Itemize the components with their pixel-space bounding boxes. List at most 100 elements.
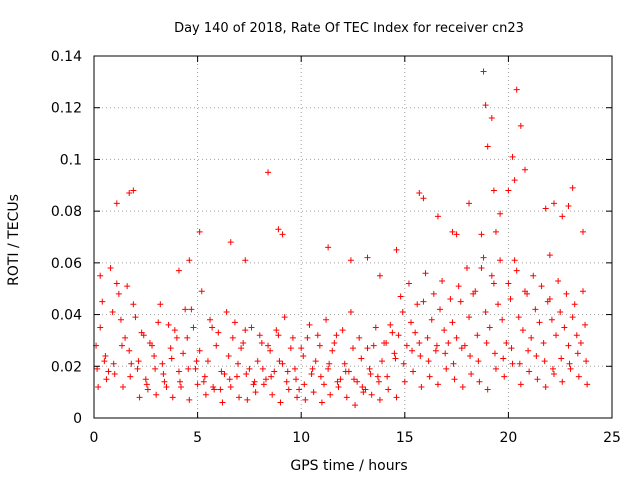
data-point bbox=[165, 321, 172, 328]
data-point bbox=[240, 340, 247, 347]
data-point bbox=[312, 358, 319, 365]
data-point bbox=[374, 373, 381, 380]
data-point bbox=[118, 342, 125, 349]
data-point bbox=[110, 360, 117, 367]
data-point bbox=[331, 340, 338, 347]
data-point bbox=[541, 358, 548, 365]
data-point bbox=[217, 386, 224, 393]
data-point bbox=[432, 347, 439, 354]
data-point bbox=[536, 319, 543, 326]
data-point bbox=[534, 376, 541, 383]
data-point bbox=[309, 365, 316, 372]
data-point bbox=[285, 386, 292, 393]
data-point bbox=[500, 355, 507, 362]
data-point bbox=[265, 342, 272, 349]
data-point bbox=[317, 373, 324, 380]
data-point bbox=[517, 381, 524, 388]
data-point bbox=[231, 319, 238, 326]
data-point bbox=[281, 314, 288, 321]
data-point bbox=[553, 332, 560, 339]
data-point bbox=[157, 301, 164, 308]
data-point bbox=[107, 265, 114, 272]
data-point bbox=[422, 270, 429, 277]
data-point bbox=[511, 257, 518, 264]
data-point bbox=[242, 257, 249, 264]
data-point bbox=[227, 383, 234, 390]
data-point bbox=[276, 358, 283, 365]
data-point bbox=[565, 342, 572, 349]
data-point bbox=[115, 290, 122, 297]
data-point bbox=[584, 381, 591, 388]
data-point bbox=[113, 280, 120, 287]
data-point bbox=[260, 381, 267, 388]
data-point bbox=[488, 272, 495, 279]
data-point bbox=[434, 381, 441, 388]
data-point bbox=[153, 391, 160, 398]
data-point bbox=[517, 122, 524, 129]
data-point bbox=[417, 352, 424, 359]
data-point bbox=[111, 371, 118, 378]
data-point bbox=[117, 316, 124, 323]
data-point bbox=[488, 115, 495, 122]
data-point bbox=[395, 332, 402, 339]
data-point bbox=[437, 306, 444, 313]
y-tick-label: 0.14 bbox=[51, 49, 82, 65]
data-point bbox=[505, 187, 512, 194]
data-point bbox=[356, 334, 363, 341]
data-point bbox=[192, 365, 199, 372]
data-point bbox=[279, 360, 286, 367]
data-point bbox=[575, 373, 582, 380]
data-point bbox=[416, 340, 423, 347]
data-point bbox=[449, 319, 456, 326]
data-point bbox=[443, 365, 450, 372]
data-point bbox=[516, 360, 523, 367]
data-point bbox=[318, 399, 325, 406]
data-point bbox=[275, 332, 282, 339]
data-point bbox=[577, 340, 584, 347]
data-point bbox=[463, 265, 470, 272]
data-point bbox=[167, 345, 174, 352]
data-point bbox=[267, 347, 274, 354]
data-point bbox=[350, 345, 356, 352]
data-point bbox=[472, 288, 479, 295]
data-point bbox=[256, 332, 263, 339]
data-point bbox=[347, 308, 354, 315]
data-point bbox=[501, 373, 508, 380]
data-point bbox=[358, 355, 365, 362]
data-point bbox=[521, 166, 528, 173]
data-point bbox=[325, 365, 332, 372]
data-point bbox=[219, 399, 226, 406]
data-point bbox=[207, 316, 214, 323]
data-point bbox=[238, 345, 245, 352]
data-point bbox=[548, 316, 555, 323]
data-point bbox=[430, 290, 437, 297]
data-point bbox=[566, 360, 573, 367]
data-point bbox=[202, 391, 209, 398]
data-point bbox=[316, 342, 323, 349]
data-point bbox=[393, 246, 400, 253]
data-point bbox=[538, 283, 545, 290]
data-point bbox=[542, 383, 549, 390]
data-point bbox=[124, 283, 131, 290]
data-point bbox=[171, 327, 178, 334]
data-point bbox=[194, 381, 201, 388]
data-point bbox=[218, 368, 225, 375]
data-point bbox=[134, 365, 141, 372]
data-point bbox=[323, 316, 330, 323]
data-point bbox=[287, 345, 294, 352]
data-point bbox=[376, 396, 383, 403]
data-point bbox=[559, 378, 566, 385]
data-point bbox=[229, 334, 236, 341]
data-point bbox=[337, 376, 344, 383]
data-point bbox=[439, 277, 446, 284]
data-point bbox=[451, 376, 458, 383]
data-point bbox=[513, 86, 520, 93]
data-point bbox=[583, 358, 590, 365]
data-point bbox=[480, 254, 487, 261]
data-point bbox=[445, 340, 452, 347]
data-point bbox=[400, 360, 407, 367]
data-point bbox=[127, 373, 134, 380]
data-point bbox=[569, 184, 576, 191]
data-point bbox=[126, 190, 133, 197]
